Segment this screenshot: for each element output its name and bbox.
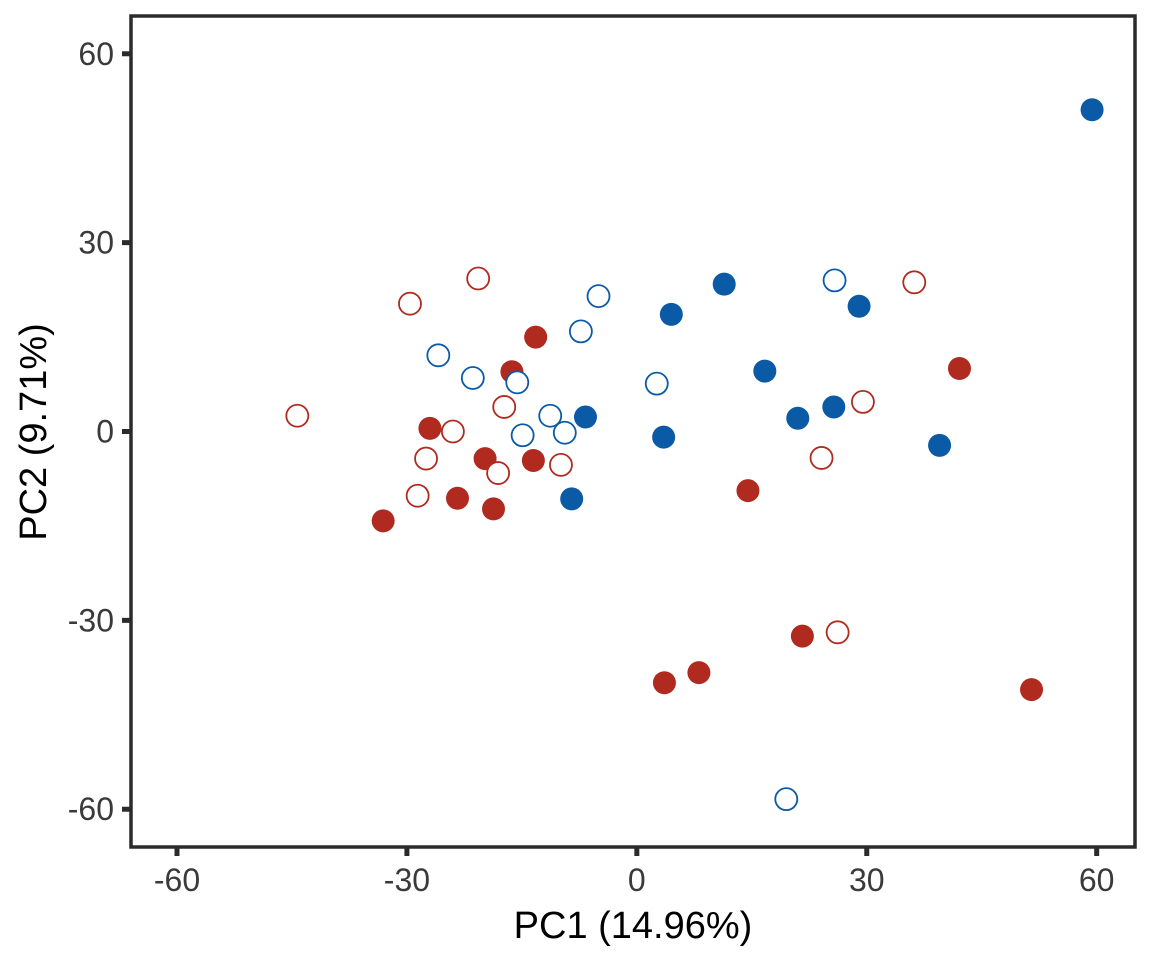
x-tick-label: 30 xyxy=(849,862,885,898)
y-axis-title: PC2 (9.71%) xyxy=(13,323,55,541)
x-axis-title: PC1 (14.96%) xyxy=(514,905,753,947)
data-point-blue-open xyxy=(552,420,577,445)
data-point-blue-open xyxy=(510,423,535,448)
data-point-red-filled xyxy=(524,325,548,349)
data-point-blue-filled xyxy=(1080,98,1104,122)
data-point-red-filled xyxy=(1020,678,1044,702)
data-point-blue-filled xyxy=(786,406,810,430)
data-point-blue-open xyxy=(586,284,611,309)
data-point-red-open xyxy=(825,620,850,645)
data-point-red-open xyxy=(285,403,310,428)
data-point-red-filled xyxy=(482,497,506,521)
data-point-red-open xyxy=(492,395,517,419)
data-point-red-filled xyxy=(371,509,395,533)
y-tick-label: -60 xyxy=(68,791,114,827)
data-point-red-filled xyxy=(418,416,442,440)
data-point-red-open xyxy=(902,270,927,295)
y-tick-label: -30 xyxy=(68,602,114,638)
y-tick-label: 0 xyxy=(96,414,114,450)
y-tick-label: 60 xyxy=(78,36,114,72)
data-point-red-filled xyxy=(521,448,545,472)
data-point-blue-filled xyxy=(847,294,871,318)
y-tick-label: 30 xyxy=(78,225,114,261)
data-point-red-open xyxy=(405,483,430,508)
data-point-blue-open xyxy=(538,403,563,428)
data-point-red-open xyxy=(809,446,834,470)
data-point-blue-filled xyxy=(753,359,777,383)
data-point-red-filled xyxy=(947,357,971,381)
data-point-blue-filled xyxy=(573,405,597,429)
data-point-red-open xyxy=(851,390,875,414)
data-point-blue-open xyxy=(505,370,530,395)
data-point-red-open xyxy=(549,452,573,477)
data-point-blue-open xyxy=(822,268,847,293)
data-point-blue-filled xyxy=(822,395,846,419)
data-point-red-filled xyxy=(652,671,676,695)
plot-border xyxy=(129,14,1137,849)
data-point-blue-filled xyxy=(659,302,683,326)
data-point-blue-filled xyxy=(652,425,676,449)
data-point-red-open xyxy=(398,291,422,316)
data-point-blue-filled xyxy=(928,433,952,457)
axis-ticks: -60 -30 0 30 60 -60 -30 0 30 60 xyxy=(68,36,1115,898)
data-point-red-open xyxy=(466,266,491,291)
data-point-blue-filled xyxy=(712,272,736,296)
data-point-blue-open xyxy=(426,343,451,368)
data-point-red-filled xyxy=(736,479,760,503)
data-point-red-open xyxy=(486,461,511,485)
data-point-red-filled xyxy=(687,661,711,685)
x-tick-label: -60 xyxy=(154,862,200,898)
x-tick-label: 0 xyxy=(628,862,646,898)
data-point-red-open xyxy=(414,446,438,471)
x-tick-label: 60 xyxy=(1079,862,1115,898)
data-point-red-filled xyxy=(790,624,814,648)
x-tick-label: -30 xyxy=(384,862,430,898)
data-point-blue-filled xyxy=(560,487,584,511)
data-point-red-open xyxy=(440,419,465,444)
data-point-red-filled xyxy=(445,486,469,510)
points-layer xyxy=(285,98,1104,812)
data-point-blue-open xyxy=(774,787,799,812)
data-point-blue-open xyxy=(460,366,485,390)
data-point-blue-open xyxy=(644,371,669,396)
data-point-blue-open xyxy=(568,319,593,344)
